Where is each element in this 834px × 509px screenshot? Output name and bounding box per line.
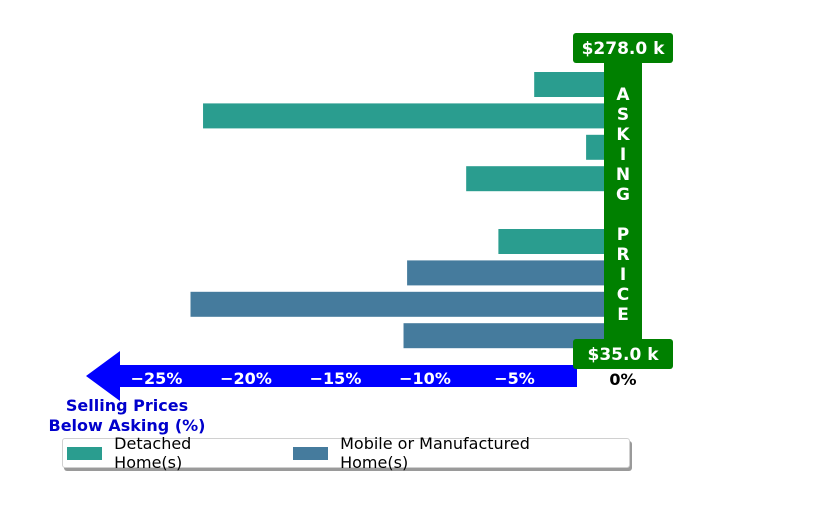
legend-item-mobile: Mobile or Manufactured Home(s) [292, 434, 597, 472]
price-low-label: $35.0 k [588, 345, 660, 365]
bar-8 [190, 291, 604, 317]
axis-arrow-shape [86, 351, 577, 401]
asking-price-letter: K [616, 125, 630, 145]
axis-arrow [86, 351, 577, 401]
asking-price-letter: I [620, 265, 626, 285]
bar-3 [586, 134, 604, 160]
asking-price-bar [604, 62, 642, 344]
legend: Detached Home(s) Mobile or Manufactured … [62, 434, 630, 472]
legend-label-mobile: Mobile or Manufactured Home(s) [340, 434, 530, 472]
bar-4 [466, 166, 604, 192]
tick-label-4: −10% [399, 369, 451, 388]
tick-label-5: −5% [494, 369, 535, 388]
bar-2 [203, 103, 605, 129]
asking-price-letter: A [616, 85, 630, 105]
asking-price-letter: I [620, 145, 626, 165]
bar-6 [498, 229, 604, 254]
tick-label-3: −15% [310, 369, 362, 388]
bars-group [190, 72, 622, 349]
tick-labels: −25% −20% −15% −10% −5% 0% [131, 369, 637, 389]
asking-price-letter: R [616, 245, 629, 265]
zero-label: 0% [609, 370, 636, 389]
bar-7 [407, 260, 604, 286]
legend-label-detached: Detached Home(s) [114, 434, 192, 472]
bar-1 [534, 72, 604, 97]
axis-caption-line-1: Selling Prices [66, 396, 188, 415]
asking-price-letter: S [617, 105, 629, 125]
legend-swatch-detached [67, 446, 103, 460]
bar-9 [403, 323, 604, 349]
price-high-label: $278.0 k [582, 39, 666, 59]
asking-price-letter: N [616, 165, 630, 185]
asking-price-letter: C [617, 285, 629, 305]
legend-item-detached: Detached Home(s) [67, 434, 261, 472]
price-high-label-box [573, 33, 673, 63]
tick-label-2: −20% [220, 369, 272, 388]
tick-label-1: −25% [131, 369, 183, 388]
asking-price-letter: E [617, 305, 629, 325]
legend-swatch-mobile [292, 446, 329, 460]
axis-caption-line-2: Below Asking (%) [49, 416, 206, 435]
asking-price-letter: G [616, 185, 630, 205]
asking-price-letter: P [617, 225, 629, 245]
price-low-label-box [573, 339, 673, 369]
